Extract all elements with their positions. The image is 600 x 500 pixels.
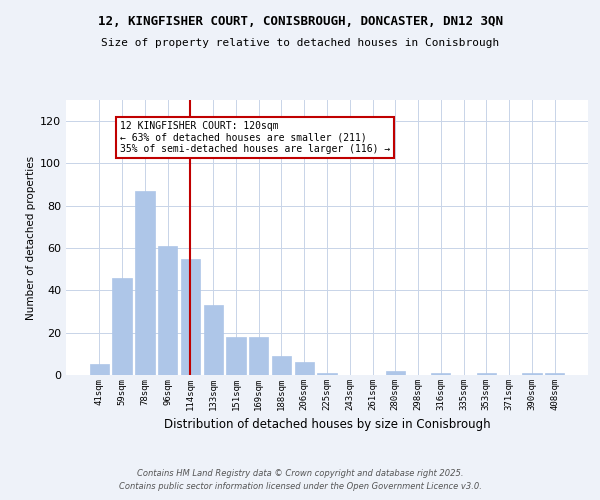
Bar [226, 337, 245, 375]
Bar [112, 278, 132, 375]
Bar [317, 373, 337, 375]
Bar [90, 364, 109, 375]
Text: 12, KINGFISHER COURT, CONISBROUGH, DONCASTER, DN12 3QN: 12, KINGFISHER COURT, CONISBROUGH, DONCA… [97, 15, 503, 28]
Bar [545, 373, 564, 375]
Bar [476, 373, 496, 375]
Bar [249, 337, 268, 375]
Y-axis label: Number of detached properties: Number of detached properties [26, 156, 36, 320]
Bar [386, 371, 405, 375]
Text: 12 KINGFISHER COURT: 120sqm
← 63% of detached houses are smaller (211)
35% of se: 12 KINGFISHER COURT: 120sqm ← 63% of det… [120, 121, 390, 154]
Text: Contains public sector information licensed under the Open Government Licence v3: Contains public sector information licen… [119, 482, 481, 491]
Bar [181, 258, 200, 375]
Text: Contains HM Land Registry data © Crown copyright and database right 2025.: Contains HM Land Registry data © Crown c… [137, 468, 463, 477]
Bar [203, 305, 223, 375]
Bar [272, 356, 291, 375]
Bar [431, 373, 451, 375]
Bar [135, 191, 155, 375]
Text: Size of property relative to detached houses in Conisbrough: Size of property relative to detached ho… [101, 38, 499, 48]
Bar [158, 246, 178, 375]
Bar [295, 362, 314, 375]
Bar [522, 373, 542, 375]
X-axis label: Distribution of detached houses by size in Conisbrough: Distribution of detached houses by size … [164, 418, 490, 432]
